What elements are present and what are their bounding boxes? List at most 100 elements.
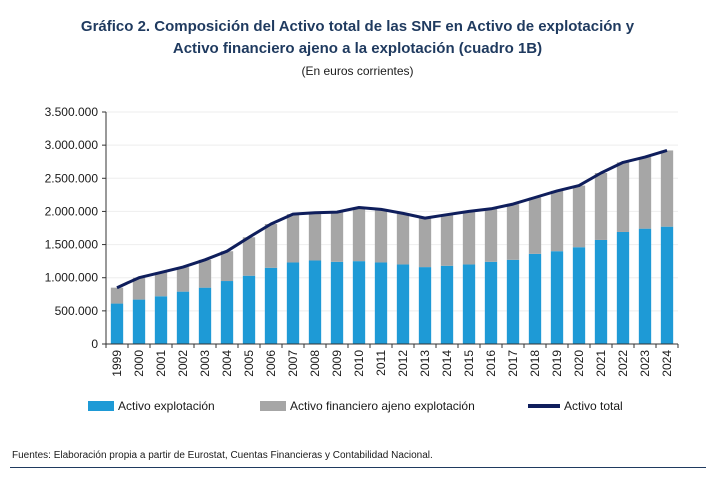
x-tick-label-2006: 2006 [264,350,278,377]
bar-explotacion-2021 [594,239,608,344]
bar-financiero-2010 [352,207,366,262]
bar-explotacion-2017 [506,259,520,344]
x-tick-label-2024: 2024 [660,350,674,377]
y-tick-label: 500.000 [55,304,99,318]
bar-financiero-2015 [462,212,476,265]
x-tick-label-2004: 2004 [220,350,234,377]
bar-explotacion-2008 [308,260,322,344]
legend-item-financiero: Activo financiero ajeno explotación [260,399,475,413]
bar-financiero-2021 [594,172,608,240]
bar-explotacion-2019 [550,251,564,344]
chart-subtitle: (En euros corrientes) [301,64,414,78]
x-tick-label-1999: 1999 [110,350,124,377]
bar-financiero-2011 [374,209,388,263]
y-tick-label: 2.000.000 [45,204,99,218]
y-tick-label: 2.500.000 [45,171,99,185]
x-tick-label-2020: 2020 [572,350,586,377]
bar-financiero-2014 [440,214,454,266]
y-tick-label: 0 [91,337,98,351]
y-tick-label: 1.000.000 [45,271,99,285]
bar-explotacion-2016 [484,261,498,344]
bar-financiero-2001 [154,272,168,297]
legend-swatch-financiero [260,401,286,411]
x-tick-label-2007: 2007 [286,350,300,377]
bar-financiero-2007 [286,214,300,263]
x-tick-label-2000: 2000 [132,350,146,377]
bar-financiero-2002 [176,267,190,292]
bar-explotacion-2018 [528,253,542,344]
bar-explotacion-2023 [638,228,652,344]
bar-financiero-2008 [308,212,322,261]
bar-financiero-2006 [264,224,278,268]
legend-item-explotacion: Activo explotación [88,399,215,413]
bar-financiero-2000 [132,277,146,300]
x-tick-label-2009: 2009 [330,350,344,377]
legend-swatch-total [528,404,560,408]
bar-explotacion-2020 [572,247,586,344]
bar-financiero-2020 [572,185,586,248]
x-tick-label-2012: 2012 [396,350,410,377]
x-tick-label-2003: 2003 [198,350,212,377]
legend-label-total: Activo total [564,399,623,413]
x-tick-label-2017: 2017 [506,350,520,377]
bar-explotacion-2005 [242,275,256,344]
bar-financiero-2018 [528,197,542,254]
x-tick-label-2005: 2005 [242,350,256,377]
bar-explotacion-1999 [110,303,124,344]
bar-financiero-2017 [506,204,520,260]
x-tick-label-2010: 2010 [352,350,366,377]
legend-item-total: Activo total [528,399,623,413]
bar-explotacion-2006 [264,267,278,344]
x-tick-label-2023: 2023 [638,350,652,377]
bar-financiero-2012 [396,213,410,265]
y-tick-label: 3.000.000 [45,138,99,152]
x-tick-label-2008: 2008 [308,350,322,377]
bottom-rule [10,467,706,468]
bar-explotacion-2004 [220,281,234,344]
y-tick-label: 3.500.000 [45,105,99,119]
bar-explotacion-2011 [374,262,388,344]
x-tick-label-2021: 2021 [594,350,608,377]
bar-financiero-2004 [220,251,234,282]
chart-title-line-2: Activo financiero ajeno a la explotación… [172,40,543,57]
bar-explotacion-2007 [286,262,300,344]
bar-financiero-2022 [616,162,630,232]
source-note: Fuentes: Elaboración propia a partir de … [12,450,433,461]
x-tick-label-2022: 2022 [616,350,630,377]
line-activo-total [116,148,668,290]
bar-financiero-1999 [110,287,124,304]
legend-label-financiero: Activo financiero ajeno explotación [290,399,475,413]
bar-explotacion-2024 [660,226,674,344]
bar-financiero-2024 [660,150,674,227]
bar-explotacion-2001 [154,296,168,344]
bar-explotacion-2022 [616,231,630,344]
x-tick-label-2018: 2018 [528,350,542,377]
chart-legend: Activo explotación Activo financiero aje… [0,399,715,417]
x-tick-label-2011: 2011 [374,350,388,376]
x-tick-label-2015: 2015 [462,350,476,377]
bar-explotacion-2012 [396,264,410,344]
bar-financiero-2009 [330,212,344,262]
bar-explotacion-2013 [418,267,432,344]
bar-explotacion-2015 [462,264,476,344]
legend-label-explotacion: Activo explotación [118,399,215,413]
bar-explotacion-2009 [330,261,344,344]
bar-financiero-2019 [550,190,564,252]
bar-financiero-2003 [198,259,212,288]
bar-explotacion-2003 [198,287,212,344]
x-tick-label-2002: 2002 [176,350,190,377]
x-tick-label-2019: 2019 [550,350,564,377]
bar-explotacion-2010 [352,261,366,344]
x-tick-label-2001: 2001 [154,350,168,377]
bar-financiero-2005 [242,237,256,276]
bar-explotacion-2014 [440,265,454,344]
bar-financiero-2013 [418,218,432,268]
x-tick-label-2016: 2016 [484,350,498,377]
x-tick-label-2014: 2014 [440,350,454,377]
legend-swatch-explotacion [88,401,114,411]
bar-financiero-2023 [638,157,652,229]
bar-explotacion-2002 [176,291,190,344]
bar-financiero-2016 [484,208,498,262]
bar-explotacion-2000 [132,299,146,344]
stacked-bar-chart: 0 500.000 1.000.000 1.500.000 2.000.000 2.500… [45,105,679,377]
